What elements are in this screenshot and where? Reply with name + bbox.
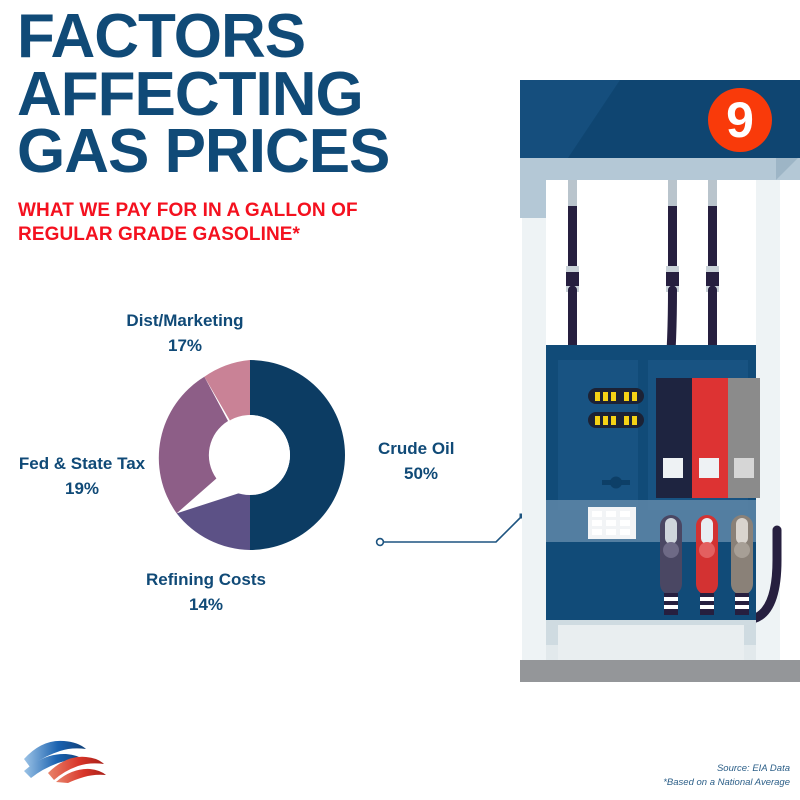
grade-panel-gray <box>728 378 760 498</box>
source-note: Source: EIA Data *Based on a National Av… <box>663 762 790 791</box>
title-line-3: GAS PRICES <box>17 117 390 187</box>
page-title: FACTORS AFFECTING GAS PRICES <box>17 2 497 187</box>
subtitle-line-2: REGULAR GRADE GASOLINE* <box>18 224 301 246</box>
chart-label-crude-oil: Crude Oil 50% <box>378 437 498 486</box>
gas-pump-illustration: 9 <box>500 60 800 685</box>
donut-slice-dist-marketing <box>204 360 250 423</box>
fuel-grade-panels <box>656 378 760 498</box>
wave-flag-logo <box>22 737 108 783</box>
source-line-1: Source: EIA Data <box>716 763 790 774</box>
logo-stripe-red-2 <box>56 768 106 783</box>
pump-body-panel-left <box>558 360 638 510</box>
card-reader-slot <box>602 476 630 489</box>
grade-button-red <box>699 458 719 478</box>
label-name: Refining Costs <box>146 570 266 589</box>
label-value: 14% <box>188 594 224 614</box>
label-value: 50% <box>403 463 439 483</box>
page-subtitle: WHAT WE PAY FOR IN A GALLON OF REGULAR G… <box>18 199 458 248</box>
subtitle-line-1: WHAT WE PAY FOR IN A GALLON OF <box>18 200 358 221</box>
title-line-2: AFFECTING <box>17 59 364 129</box>
logo-stripe-red-1 <box>48 756 104 780</box>
pump-body-midband <box>546 500 756 542</box>
label-name: Fed & State Tax <box>18 454 146 473</box>
grade-panel-navy <box>656 378 692 498</box>
pump-base-slab <box>520 660 800 682</box>
brand-badge-circle <box>708 88 772 152</box>
grade-button-gray <box>734 458 754 478</box>
source-line-2: *Based on a National Average <box>663 777 790 789</box>
canopy-beam-fold <box>776 156 800 180</box>
pump-body <box>546 345 760 645</box>
nozzle-left <box>660 515 682 615</box>
brand-badge-label: 9 <box>726 92 754 148</box>
chart-label-dist-marketing: Dist/Marketing 17% <box>105 309 265 358</box>
chart-label-fed-state-tax: Fed & State Tax 19% <box>2 452 162 501</box>
donut-slice-fed-state-tax <box>158 376 229 514</box>
nozzle-right <box>731 515 753 615</box>
label-value: 17% <box>167 335 203 355</box>
label-name: Crude Oil <box>378 439 455 458</box>
keypad <box>588 507 636 539</box>
chart-label-refining-costs: Refining Costs 14% <box>126 568 286 617</box>
canopy-highlight <box>520 80 620 158</box>
price-display-lower <box>588 412 644 428</box>
canopy-beam <box>520 156 800 180</box>
donut-slice-refining-costs <box>176 479 282 550</box>
title-line-1: FACTORS <box>17 2 306 71</box>
price-display-upper <box>588 388 644 404</box>
grade-button-navy <box>663 458 683 478</box>
logo-stripe-blue-1 <box>24 740 86 767</box>
label-value: 19% <box>64 478 100 498</box>
grade-panel-red <box>692 378 728 498</box>
pump-glass-frame <box>558 625 744 663</box>
donut-slice-crude-oil <box>250 360 345 550</box>
pump-ground-line <box>500 682 800 685</box>
donut-chart <box>150 355 350 555</box>
canopy-beam-left-leg <box>520 156 546 218</box>
nozzle-middle <box>696 515 718 615</box>
label-name: Dist/Marketing <box>126 311 244 330</box>
